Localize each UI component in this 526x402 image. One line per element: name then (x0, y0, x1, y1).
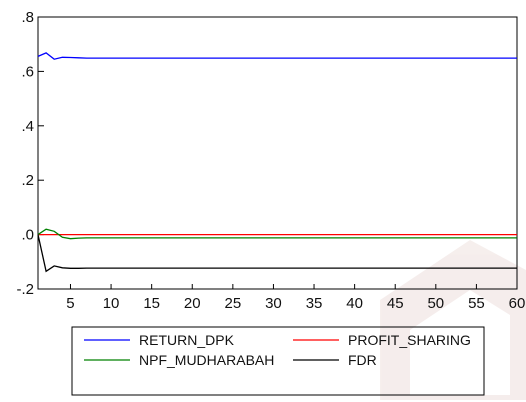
y-tick-label: .6 (21, 63, 34, 80)
x-tick-label: 55 (468, 295, 485, 312)
series-line-npf-mudharabah (37, 228, 517, 240)
x-tick-label: 25 (225, 295, 242, 312)
y-tick-label: .8 (21, 9, 34, 26)
legend-label: RETURN_DPK (139, 332, 235, 348)
legend-label: PROFIT_SHARING (348, 332, 471, 348)
series-line-fdr (37, 234, 517, 273)
y-tick-label: .4 (21, 118, 34, 135)
x-tick-label: 5 (66, 295, 74, 312)
legend-label: NPF_MUDHARABAH (139, 352, 274, 368)
y-axis: -.2 .0 .2 .4 .6 .8 (16, 9, 44, 298)
watermark (380, 240, 526, 400)
y-tick-label: -.2 (16, 281, 34, 298)
x-tick-label: 30 (265, 295, 282, 312)
series-line-return-dpk (37, 52, 517, 60)
x-tick-label: 35 (306, 295, 323, 312)
x-tick-label: 10 (103, 295, 120, 312)
x-axis: 5 10 15 20 25 30 35 40 45 50 55 60 (66, 284, 525, 312)
series-lines (37, 52, 517, 273)
x-tick-label: 45 (387, 295, 404, 312)
x-tick-label: 20 (184, 295, 201, 312)
legend-label: FDR (348, 352, 377, 368)
legend-box (71, 326, 485, 396)
x-tick-label: 15 (143, 295, 160, 312)
plot-frame (37, 16, 518, 290)
y-tick-label: .0 (21, 227, 34, 244)
x-tick-label: 50 (427, 295, 444, 312)
x-tick-label: 40 (346, 295, 363, 312)
y-tick-label: .2 (21, 172, 34, 189)
x-tick-label: 60 (509, 295, 526, 312)
legend: RETURN_DPK PROFIT_SHARING NPF_MUDHARABAH FD… (71, 326, 485, 396)
